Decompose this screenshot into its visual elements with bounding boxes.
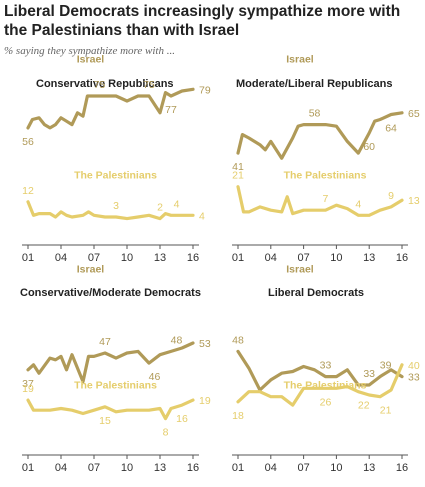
data-label-palestinians: 19 [22, 383, 34, 395]
series-name-palestinians: The Palestinians [74, 379, 157, 391]
series-line-palestinians [26, 200, 195, 221]
x-tick-label: 13 [154, 462, 166, 474]
x-tick-label: 01 [232, 462, 244, 474]
series-name-palestinians: The Palestinians [284, 169, 367, 181]
data-label-palestinians: 22 [358, 400, 370, 412]
data-label-palestinians: 18 [232, 410, 244, 422]
x-tick-label: 01 [22, 252, 34, 264]
data-label-palestinians: 7 [323, 193, 329, 205]
series-line-israel [236, 111, 404, 160]
x-tick-label: 07 [297, 462, 309, 474]
x-tick-label: 07 [88, 462, 100, 474]
chart-title: Liberal Democrats increasingly sympathiz… [4, 3, 401, 39]
data-label-israel: 33 [363, 368, 375, 380]
data-label-israel: 37 [22, 378, 34, 390]
data-label-palestinians: 4 [199, 210, 205, 222]
data-label-palestinians: 4 [355, 198, 361, 210]
data-label-palestinians: 19 [199, 395, 211, 407]
data-label-palestinians: 40 [408, 360, 420, 372]
x-tick-label: 13 [363, 462, 375, 474]
data-label-israel: 48 [232, 334, 244, 346]
data-label-israel: 58 [309, 108, 321, 120]
x-tick-label: 01 [232, 252, 244, 264]
data-label-palestinians: 15 [99, 415, 111, 427]
series-line-palestinians [236, 363, 404, 407]
x-tick-label: 04 [265, 252, 277, 264]
series-line-israel [236, 349, 404, 392]
x-tick-label: 10 [121, 462, 133, 474]
panel-title: Liberal Democrats [268, 287, 364, 299]
data-label-israel: 75 [94, 79, 106, 91]
series-name-palestinians: The Palestinians [74, 169, 157, 181]
series-name-israel: Israel [286, 263, 314, 275]
data-label-palestinians: 16 [176, 413, 188, 425]
series-line-israel [26, 87, 195, 130]
data-label-israel: 39 [380, 360, 392, 372]
x-tick-label: 04 [55, 462, 67, 474]
x-tick-label: 16 [396, 462, 408, 474]
data-label-israel: 41 [232, 161, 244, 173]
data-label-israel: 48 [171, 334, 183, 346]
x-tick-label: 13 [154, 252, 166, 264]
x-tick-label: 16 [187, 462, 199, 474]
data-label-palestinians: 26 [320, 396, 332, 408]
data-label-israel: 64 [385, 122, 397, 134]
panel-title: Conservative/Moderate Democrats [20, 287, 201, 299]
series-name-israel: Israel [77, 53, 105, 65]
data-label-palestinians: 8 [163, 427, 169, 439]
series-line-palestinians [236, 185, 404, 217]
panel-title: Moderate/Liberal Republicans [236, 78, 392, 90]
data-label-palestinians: 3 [113, 200, 119, 212]
x-tick-label: 07 [297, 252, 309, 264]
data-label-israel: 60 [363, 141, 375, 153]
data-label-israel: 46 [149, 371, 161, 383]
x-tick-label: 16 [396, 252, 408, 264]
x-tick-label: 07 [88, 252, 100, 264]
panel-title: Conservative Republicans [36, 78, 174, 90]
data-label-israel: 56 [22, 136, 34, 148]
data-label-palestinians: 13 [408, 195, 420, 207]
x-tick-label: 16 [187, 252, 199, 264]
data-label-israel: 65 [408, 108, 420, 120]
data-label-palestinians: 2 [157, 202, 163, 214]
series-line-palestinians [26, 398, 195, 421]
data-label-palestinians: 21 [232, 170, 244, 182]
x-tick-label: 01 [22, 462, 34, 474]
data-label-palestinians: 12 [22, 185, 34, 197]
data-label-israel: 75 [143, 79, 155, 91]
data-label-palestinians: 9 [388, 190, 394, 202]
data-label-israel: 77 [165, 104, 177, 116]
series-name-palestinians: The Palestinians [284, 379, 367, 391]
data-label-israel: 47 [99, 336, 111, 348]
data-label-palestinians: 21 [380, 405, 392, 417]
series-name-israel: Israel [77, 263, 105, 275]
data-label-israel: 33 [408, 372, 420, 384]
x-tick-label: 04 [55, 252, 67, 264]
x-tick-label: 13 [363, 252, 375, 264]
data-label-israel: 79 [199, 84, 211, 96]
chart-subtitle: % saying they sympathize more with ... [4, 45, 175, 57]
x-tick-label: 10 [330, 462, 342, 474]
x-tick-label: 10 [330, 252, 342, 264]
x-tick-label: 04 [265, 462, 277, 474]
data-label-israel: 33 [320, 360, 332, 372]
series-name-israel: Israel [286, 53, 314, 65]
x-tick-label: 10 [121, 252, 133, 264]
data-label-palestinians: 4 [174, 198, 180, 210]
series-line-israel [26, 341, 195, 384]
data-label-israel: 53 [199, 338, 211, 350]
